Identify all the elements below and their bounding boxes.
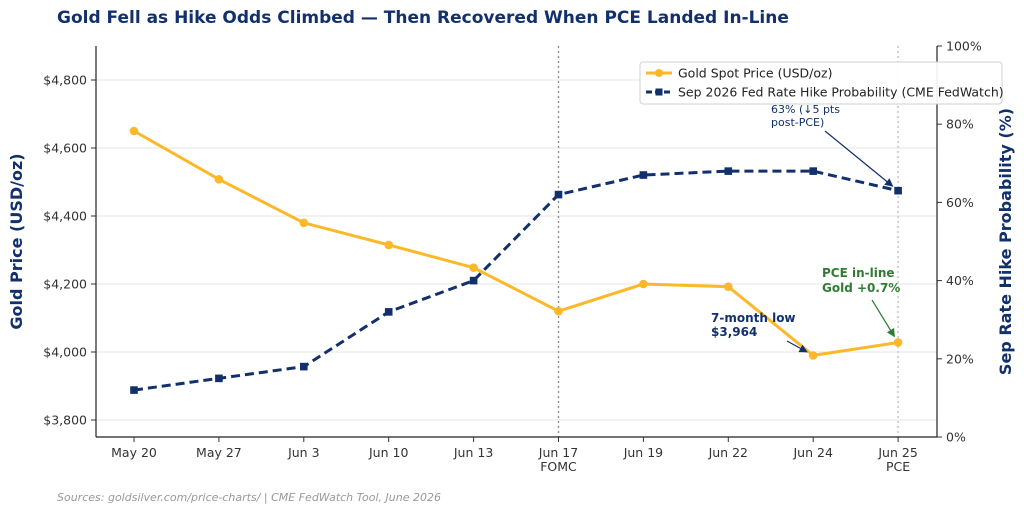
- gold-price-point: [469, 263, 478, 272]
- legend-box: [639, 61, 1003, 105]
- event-lines: [557, 46, 899, 437]
- gold-price-point: [214, 174, 224, 184]
- series-layer: [129, 126, 903, 394]
- hike-probability-point: [300, 362, 308, 371]
- x-tick-label: Jun 22: [708, 445, 748, 460]
- annotation-text: PCE in-line Gold +0.7%: [822, 266, 900, 295]
- x-tick-label: Jun 17: [538, 445, 578, 460]
- x-tick-sublabel: FOMC: [540, 459, 577, 474]
- legend-swatch-marker: [655, 88, 663, 96]
- gold-price-point: [384, 240, 394, 250]
- x-tick-label: Jun 19: [623, 445, 663, 460]
- hike-probability-point: [894, 186, 902, 195]
- legend-entry-label: Gold Spot Price (USD/oz): [678, 66, 832, 81]
- y-right-tick-label: 60%: [946, 195, 974, 210]
- series-line-gold-price: [133, 129, 899, 357]
- axes: $3,800 $4,000 $4,200 $4,400 $4,600 $4,800 0% 20…: [43, 39, 982, 475]
- y-left-tick-label: $4,200: [43, 277, 87, 292]
- hike-probability-point: [384, 308, 393, 316]
- x-tick-label: May 20: [111, 445, 157, 460]
- annotation-arrow: [786, 340, 808, 353]
- y-right-tick-label: 40%: [946, 273, 974, 288]
- x-tick-label: Jun 10: [368, 445, 408, 460]
- gold-price-point: [724, 282, 733, 292]
- chart-title: Gold Fell as Hike Odds Climbed — Then Re…: [57, 8, 789, 28]
- y-left-tick-label: $4,000: [43, 345, 87, 360]
- series-line-hike-probability: [133, 169, 899, 392]
- y-left-tick-label: $4,400: [43, 209, 87, 224]
- annotation-arrow: [824, 130, 894, 187]
- gridlines: [96, 79, 937, 421]
- annotations: 63% (↓5 pts post-PCE) 7-month low $3,964 PCE…: [711, 103, 900, 353]
- annotation-arrow: [871, 299, 895, 338]
- hike-probability-point: [130, 386, 138, 394]
- y-axis-left-label: Gold Price (USD/oz): [7, 153, 26, 329]
- gold-price-point: [639, 279, 648, 289]
- x-tick-label: Jun 13: [453, 445, 493, 460]
- y-axis-right-label: Sep Rate Hike Probability (%): [996, 108, 1015, 375]
- y-left-tick-label: $4,600: [43, 141, 87, 156]
- x-tick-label: Jun 3: [287, 445, 319, 460]
- x-tick-label: Jun 24: [792, 445, 832, 460]
- y-right-tick-label: 80%: [946, 117, 974, 132]
- gold-price-point: [554, 306, 563, 316]
- annotation-text: 63% (↓5 pts post-PCE): [771, 103, 840, 129]
- x-tick-label: Jun 25: [877, 445, 917, 460]
- source-note: Sources: goldsilver.com/price-charts/ | …: [57, 491, 441, 504]
- y-right-tick-label: 100%: [946, 39, 982, 54]
- legend-entry-label: Sep 2026 Fed Rate Hike Probability (CME …: [678, 85, 1004, 100]
- hike-probability-point: [554, 190, 563, 199]
- y-right-tick-label: 0%: [946, 430, 966, 445]
- annotation-text: 7-month low $3,964: [711, 311, 796, 339]
- hike-probability-point: [469, 276, 478, 285]
- gold-price-point: [808, 351, 818, 360]
- legend: Gold Spot Price (USD/oz) Sep 2026 Fed Rat…: [639, 61, 1004, 105]
- hike-probability-point: [215, 374, 223, 383]
- hike-probability-point: [639, 171, 648, 179]
- gold-price-point: [299, 218, 309, 228]
- x-tick-sublabel: PCE: [886, 459, 910, 474]
- hike-probability-point: [724, 167, 733, 175]
- gold-price-point: [893, 338, 903, 347]
- y-left-tick-label: $4,800: [43, 73, 87, 88]
- gold-price-point: [129, 126, 139, 136]
- y-left-tick-label: $3,800: [43, 413, 87, 428]
- x-tick-label: May 27: [196, 445, 242, 460]
- y-right-tick-label: 20%: [946, 351, 974, 366]
- legend-swatch-marker: [655, 69, 663, 77]
- hike-probability-point: [809, 167, 817, 175]
